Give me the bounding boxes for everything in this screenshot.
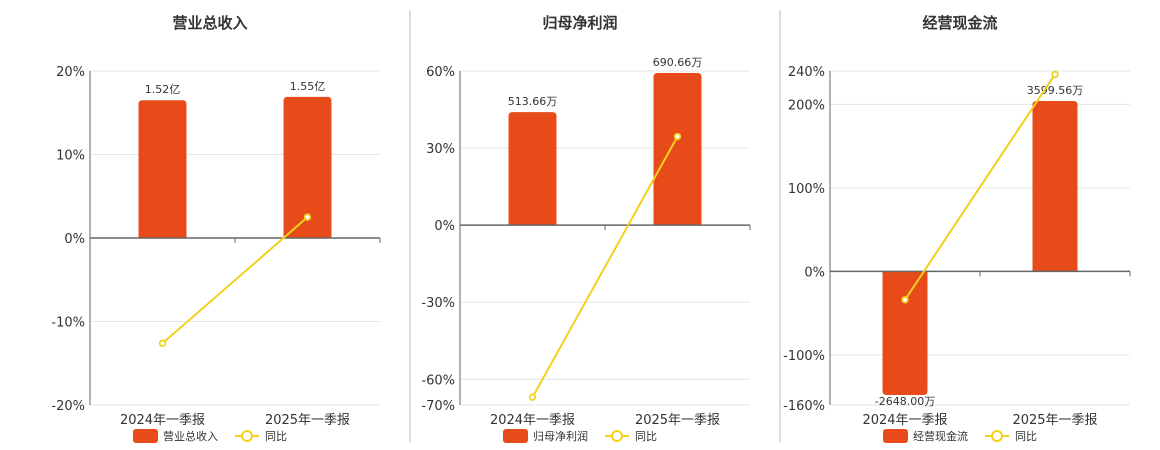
bar-data-label: 1.55亿 — [290, 80, 326, 93]
y-tick-label: -70% — [421, 399, 455, 414]
yoy-point — [1051, 70, 1059, 79]
yoy-line — [904, 73, 1056, 301]
x-tick-label: 2025年一季报 — [635, 413, 720, 428]
chart-title: 归母净利润 — [542, 14, 617, 32]
y-tick-label: 20% — [56, 65, 85, 80]
x-tick-label: 2024年一季报 — [862, 413, 947, 428]
x-tick-label: 2024年一季报 — [490, 413, 575, 428]
legend-label-line: 同比 — [265, 430, 287, 443]
y-tick-label: -160% — [783, 399, 825, 414]
legend-label-bar: 经营现金流 — [913, 429, 968, 443]
legend-swatch-marker — [241, 430, 253, 442]
chart-panel-2: 归母净利润 60% 30% 0% -30% -60% -70% 513.66万 690.66万 2… — [421, 14, 751, 443]
bar — [138, 100, 187, 238]
bar-data-label: 513.66万 — [508, 95, 558, 108]
legend-swatch-marker — [991, 430, 1003, 442]
y-tick-label: 200% — [788, 98, 825, 113]
yoy-point — [528, 393, 537, 401]
yoy-line — [161, 216, 309, 344]
y-tick-label: 60% — [426, 65, 455, 80]
y-tick-label: -20% — [51, 399, 85, 414]
legend-swatch-bar — [503, 429, 528, 443]
chart-title: 营业总收入 — [172, 14, 247, 32]
legend-swatch-marker — [611, 430, 623, 442]
y-tick-label: -30% — [421, 296, 455, 311]
bar — [653, 73, 702, 226]
yoy-line — [531, 136, 679, 398]
bar — [1032, 101, 1078, 272]
x-tick-label: 2024年一季报 — [120, 413, 205, 428]
chart-panel-3: 经营现金流 240% 200% 100% 0% -100% -160% -2648.00万 35… — [783, 14, 1131, 443]
bar-data-label: 690.66万 — [653, 56, 703, 69]
x-tick-label: 2025年一季报 — [265, 413, 350, 428]
bar — [508, 112, 557, 226]
bar — [283, 96, 332, 238]
x-tick-label: 2025年一季报 — [1012, 413, 1097, 428]
y-tick-label: 0% — [64, 232, 85, 247]
legend-label-line: 同比 — [1015, 430, 1037, 443]
bar-data-label: 3599.56万 — [1027, 84, 1084, 97]
y-tick-label: -60% — [421, 373, 455, 388]
y-tick-label: 30% — [426, 142, 455, 157]
y-tick-label: -100% — [783, 349, 825, 364]
chart-panel-1: 营业总收入 20% 10% 0% -10% -20% 1.52亿 1.55亿 2024年一季报 2… — [51, 14, 381, 443]
yoy-point — [158, 339, 167, 347]
bar — [882, 271, 928, 395]
y-tick-label: 0% — [434, 219, 455, 234]
y-tick-label: 100% — [788, 182, 825, 197]
yoy-point — [673, 132, 682, 141]
legend-swatch-bar — [133, 429, 158, 443]
yoy-point — [303, 213, 312, 221]
bar-data-label: 1.52亿 — [145, 83, 181, 96]
y-tick-label: -10% — [51, 316, 85, 331]
y-tick-label: 0% — [804, 265, 825, 280]
chart-title: 经营现金流 — [922, 14, 997, 32]
y-tick-label: 240% — [788, 65, 825, 80]
legend-label-line: 同比 — [635, 430, 657, 443]
legend-label-bar: 归母净利润 — [533, 429, 588, 443]
yoy-point — [901, 296, 909, 304]
legend-swatch-bar — [883, 429, 908, 443]
legend-label-bar: 营业总收入 — [163, 429, 218, 443]
y-tick-label: 10% — [56, 149, 85, 164]
bar-data-label: -2648.00万 — [875, 395, 935, 408]
